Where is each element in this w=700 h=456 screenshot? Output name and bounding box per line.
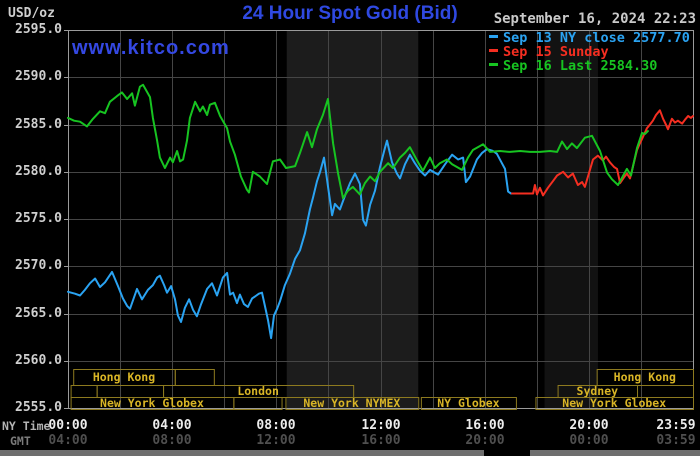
legend-dash-icon — [489, 62, 498, 66]
x-axis-gmt-label: 16:00 — [361, 433, 401, 448]
y-axis-tick-label: 2555.0 — [15, 400, 62, 415]
gmt-row-label: GMT — [10, 434, 31, 448]
x-axis-gmt-label: 00:00 — [569, 433, 609, 448]
session-label: NY Globex — [437, 396, 499, 410]
session-label: Sydney — [577, 384, 619, 398]
session-box — [233, 397, 283, 410]
legend-label: Sep 15 Sunday — [503, 44, 609, 60]
x-axis-ny-time-label: 16:00 — [465, 418, 505, 433]
x-axis-ny-time-label: 00:00 — [48, 418, 88, 433]
x-axis-ny-time-label: 04:00 — [152, 418, 192, 433]
chart-legend: Sep 13 NY close 2577.70 Sep 15 Sunday Se… — [489, 31, 690, 73]
ny-time-row-label: NY Time — [2, 419, 51, 433]
x-axis-ny-time-label: 12:00 — [361, 418, 401, 433]
chart-title: 24 Hour Spot Gold (Bid) — [242, 3, 458, 24]
legend-item-sep16: Sep 16 Last 2584.30 — [489, 59, 690, 73]
y-axis-tick-label: 2565.0 — [15, 306, 62, 321]
kitco-watermark-link[interactable]: www.kitco.com — [72, 37, 230, 59]
bottom-strip-right — [530, 450, 700, 456]
session-box — [535, 397, 695, 410]
session-box — [420, 397, 517, 410]
session-label: London — [237, 384, 279, 398]
x-axis-gmt-label: 12:00 — [256, 433, 296, 448]
y-axis-tick-label: 2590.0 — [15, 69, 62, 84]
legend-dash-icon — [489, 34, 498, 38]
bottom-strip-left — [0, 450, 484, 456]
session-label: Hong Kong — [93, 370, 155, 384]
legend-label: Sep 16 Last 2584.30 — [503, 58, 658, 74]
x-axis-gmt-label: 20:00 — [465, 433, 505, 448]
session-box — [174, 369, 215, 386]
x-axis-gmt-label: 04:00 — [48, 433, 88, 448]
legend-item-sep15: Sep 15 Sunday — [489, 45, 690, 59]
session-label: New York Globex — [100, 396, 204, 410]
price-line-sep-16-last — [67, 83, 649, 200]
y-axis-unit-label: USD/oz — [8, 6, 55, 21]
x-axis-gmt-label: 03:59 — [656, 433, 696, 448]
x-axis-ny-time-label: 23:59 — [656, 418, 696, 433]
y-axis-tick-label: 2575.0 — [15, 211, 62, 226]
session-label: New York NYMEX — [303, 396, 400, 410]
x-axis-gmt-label: 08:00 — [152, 433, 192, 448]
session-label: Hong Kong — [614, 370, 676, 384]
y-axis-tick-label: 2595.0 — [15, 22, 62, 37]
y-axis-tick-label: 2585.0 — [15, 117, 62, 132]
x-axis-ny-time-label: 20:00 — [569, 418, 609, 433]
legend-dash-icon — [489, 48, 498, 52]
session-box — [70, 385, 98, 398]
session-box — [285, 397, 420, 410]
legend-label: Sep 13 NY close 2577.70 — [503, 30, 690, 46]
legend-item-sep13: Sep 13 NY close 2577.70 — [489, 31, 690, 45]
chart-datetime: September 16, 2024 22:23 — [493, 11, 696, 27]
session-label: New York Globex — [562, 396, 666, 410]
price-line-sep-13-ny-close — [67, 139, 518, 340]
y-axis-tick-label: 2560.0 — [15, 353, 62, 368]
y-axis-tick-label: 2570.0 — [15, 258, 62, 273]
x-axis-ny-time-label: 08:00 — [256, 418, 296, 433]
plot-border — [68, 30, 694, 409]
y-axis-tick-label: 2580.0 — [15, 164, 62, 179]
